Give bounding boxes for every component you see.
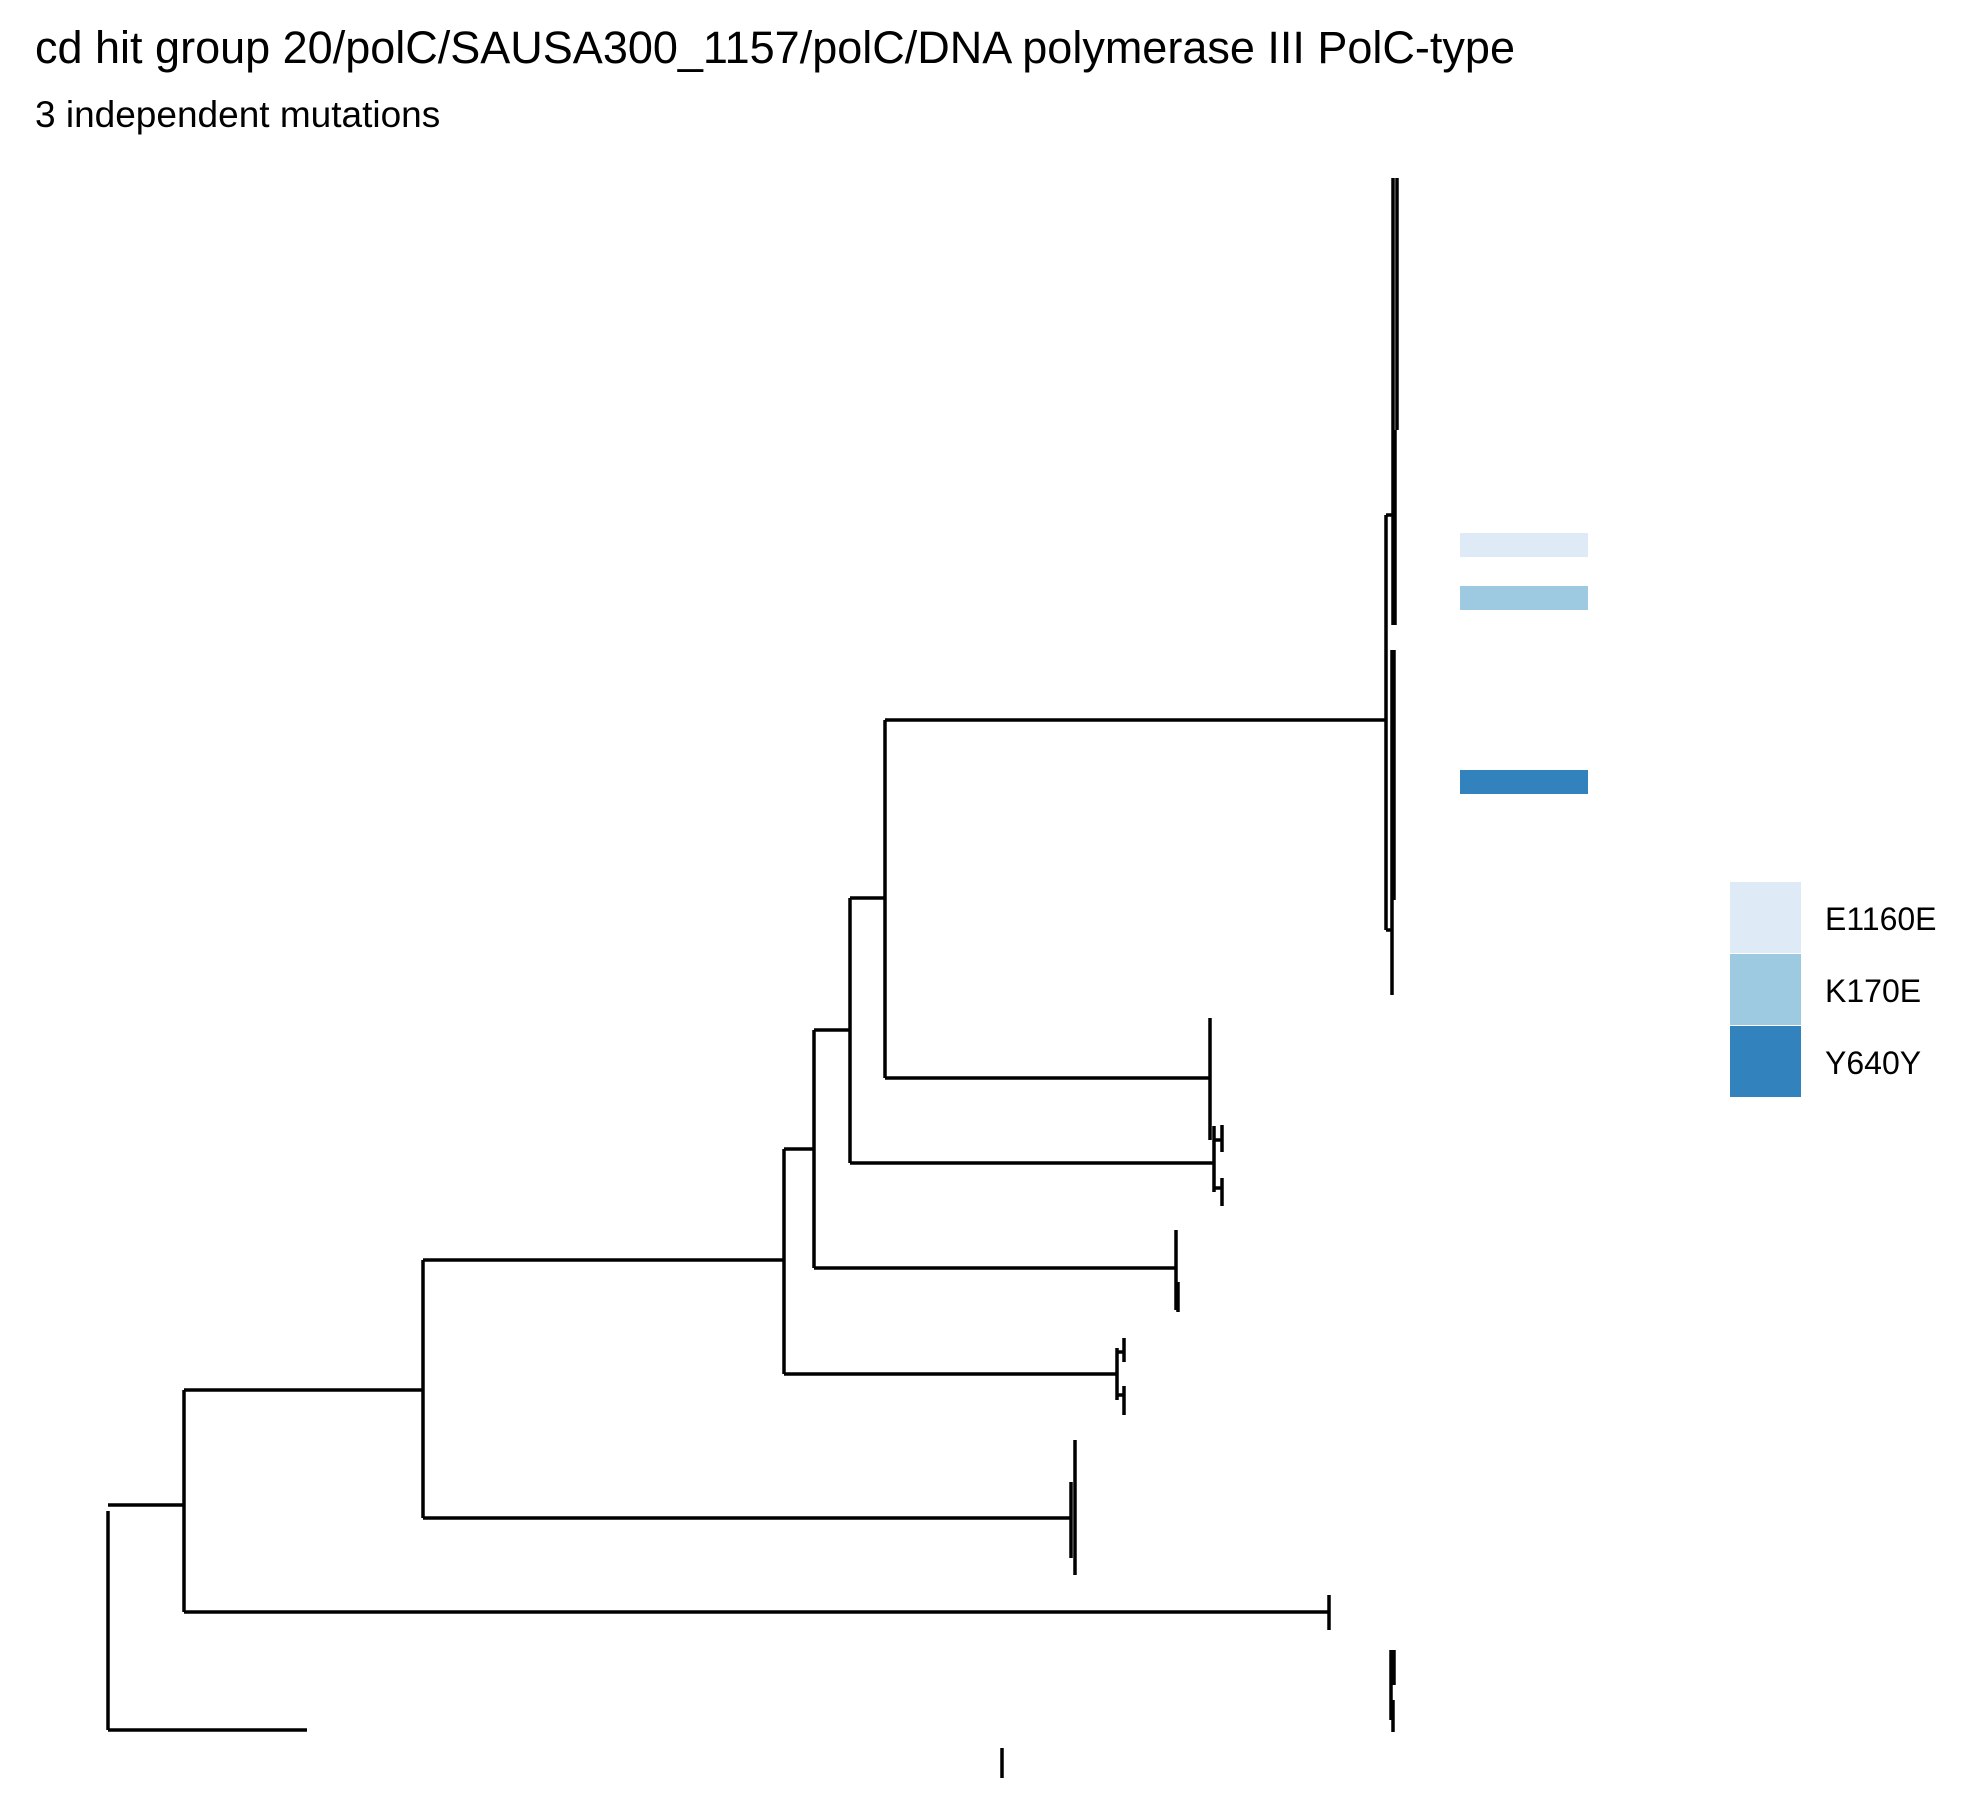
- page-title: cd hit group 20/polC/SAUSA300_1157/polC/…: [35, 22, 1515, 73]
- legend-label-K170E: K170E: [1825, 973, 1921, 1009]
- tree-branch: [1117, 1338, 1126, 1362]
- tree-branch: [1214, 1178, 1224, 1206]
- legend-swatch-K170E: [1730, 954, 1801, 1025]
- tree-branch: [1214, 1125, 1224, 1152]
- legend-label-Y640Y: Y640Y: [1825, 1045, 1921, 1081]
- tree-branch: [1117, 1386, 1126, 1415]
- mutation-mark-E1160E: [1460, 533, 1588, 557]
- legend-swatch-Y640Y: [1730, 1026, 1801, 1097]
- mutation-mark-Y640Y: [1460, 770, 1588, 794]
- legend-swatch-E1160E: [1730, 882, 1801, 953]
- legend: E1160E K170E Y640Y: [1730, 882, 1937, 1097]
- page-subtitle: 3 independent mutations: [35, 94, 441, 135]
- mutation-mark-K170E: [1460, 586, 1588, 610]
- tree-branches: [106, 178, 1399, 1778]
- legend-label-E1160E: E1160E: [1825, 901, 1937, 937]
